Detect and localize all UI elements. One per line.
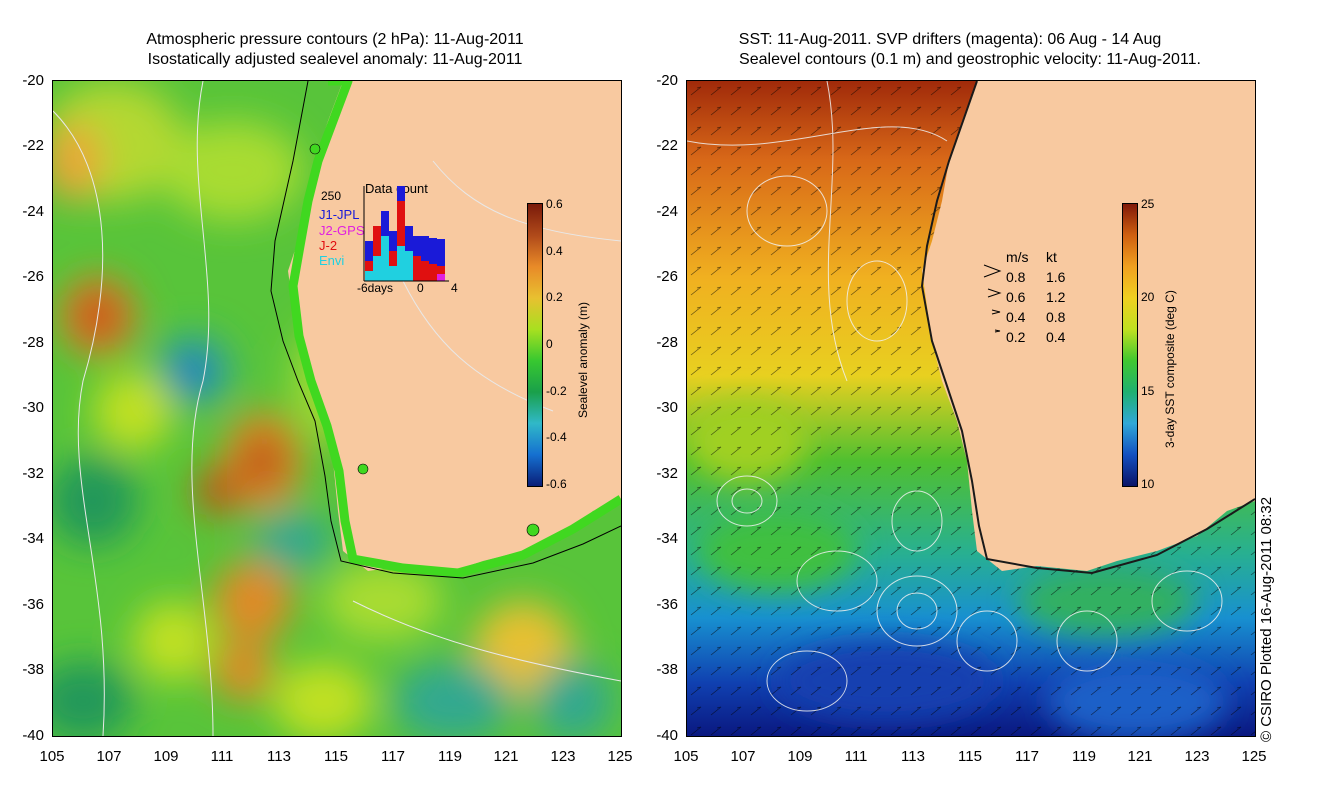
inset-xtick-neg6: -6days (357, 281, 394, 295)
sealevel-anomaly-map: Data count 250 J1-JPL J2-GPS J-2 Envi -6… (52, 80, 622, 737)
left-lat-tick--28: -28 (22, 334, 44, 351)
right-lon-tick-115: 115 (958, 748, 982, 765)
sst-map: m/s kt 0.8 1.6 0.6 1.2 0.4 0.8 0.2 0.4 (686, 80, 1256, 737)
inset-title: Data count (365, 181, 428, 196)
sealevel-cb-tick-neg0.2: -0.2 (546, 384, 567, 398)
right-lat-tick--34: -34 (656, 530, 678, 547)
inset-legend-j1: J1-JPL (319, 207, 360, 222)
inset-legend-j2: J2-GPS (319, 223, 365, 238)
inset-legend-envi: Envi (319, 253, 345, 268)
right-lon-tick-117: 117 (1015, 748, 1039, 765)
inset-xtick-0: 0 (417, 281, 424, 295)
right-lat-tick--22: -22 (656, 137, 678, 154)
sealevel-cb-tick-0.4: 0.4 (546, 244, 563, 258)
left-title-line1: Atmospheric pressure contours (2 hPa): 1… (146, 31, 524, 48)
legend-row2-ms: 0.6 (1006, 289, 1026, 305)
left-lon-tick-109: 109 (153, 748, 179, 765)
australia-landmass-sst (922, 81, 1255, 571)
right-lon-tick-109: 109 (787, 748, 813, 765)
right-lat-tick--26: -26 (656, 268, 678, 285)
left-lon-tick-107: 107 (96, 748, 122, 765)
right-lat-tick--20: -20 (656, 72, 678, 89)
legend-row4-kt: 0.4 (1046, 329, 1066, 345)
sst-cb-tick-10: 10 (1141, 477, 1155, 491)
csiro-credit: © CSIRO Plotted 16-Aug-2011 08:32 (1258, 496, 1275, 742)
left-lon-tick-115: 115 (324, 748, 348, 765)
legend-header-kt: kt (1046, 249, 1057, 265)
left-lat-tick--20: -20 (22, 72, 44, 89)
legend-row3-ms: 0.4 (1006, 309, 1026, 325)
right-lat-tick--30: -30 (656, 399, 678, 416)
left-lat-tick--38: -38 (22, 661, 44, 678)
sst-cb-tick-20: 20 (1141, 290, 1155, 304)
left-lon-tick-125: 125 (607, 748, 633, 765)
right-lat-tick--24: -24 (656, 203, 678, 220)
sealevel-map-canvas (53, 81, 621, 736)
right-lon-tick-111: 111 (844, 748, 868, 765)
left-lon-tick-105: 105 (39, 748, 65, 765)
data-count-inset: Data count 250 J1-JPL J2-GPS J-2 Envi -6… (315, 181, 465, 295)
right-title-line2: Sealevel contours (0.1 m) and geostrophi… (739, 51, 1201, 68)
right-lat-tick--40: -40 (656, 727, 678, 744)
inset-xtick-4: 4 (451, 281, 458, 295)
left-lat-tick--30: -30 (22, 399, 44, 416)
sealevel-cb-label: Sealevel anomaly (m) (576, 301, 590, 418)
left-lat-tick--34: -34 (22, 530, 44, 547)
left-lon-tick-117: 117 (381, 748, 405, 765)
left-lat-tick--40: -40 (22, 727, 44, 744)
right-lon-tick-125: 125 (1241, 748, 1267, 765)
right-lat-tick--28: -28 (656, 334, 678, 351)
velocity-legend: m/s kt 0.8 1.6 0.6 1.2 0.4 0.8 0.2 0.4 (982, 249, 1092, 349)
right-lon-tick-105: 105 (673, 748, 699, 765)
legend-row4-ms: 0.2 (1006, 329, 1026, 345)
inset-ytick: 250 (321, 189, 342, 203)
right-lon-tick-119: 119 (1072, 748, 1096, 765)
sealevel-colorbar (527, 203, 543, 487)
right-lat-tick--32: -32 (656, 465, 678, 482)
left-lat-tick--24: -24 (22, 203, 44, 220)
left-lon-tick-111: 111 (210, 748, 234, 765)
right-lon-tick-107: 107 (730, 748, 756, 765)
right-title-line1: SST: 11-Aug-2011. SVP drifters (magenta)… (738, 31, 1162, 48)
inset-legend-j-2: J-2 (319, 238, 338, 253)
left-lon-tick-119: 119 (438, 748, 462, 765)
right-lat-tick--36: -36 (656, 596, 678, 613)
left-title-line2: Isostatically adjusted sealevel anomaly:… (147, 51, 523, 68)
sealevel-cb-tick-0: 0 (546, 337, 553, 351)
left-lat-tick--36: -36 (22, 596, 44, 613)
right-lat-tick--38: -38 (656, 661, 678, 678)
left-lat-tick--22: -22 (22, 137, 44, 154)
left-lon-tick-121: 121 (493, 748, 519, 765)
legend-header-ms: m/s (1006, 249, 1029, 265)
sst-cb-label: 3-day SST composite (deg C) (1163, 290, 1177, 448)
left-lat-tick--26: -26 (22, 268, 44, 285)
sealevel-cb-tick-neg0.4: -0.4 (546, 430, 567, 444)
sealevel-cb-tick-neg0.6: -0.6 (546, 477, 567, 491)
legend-row3-kt: 0.8 (1046, 309, 1066, 325)
legend-row2-kt: 1.2 (1046, 289, 1066, 305)
left-lon-tick-123: 123 (550, 748, 576, 765)
sst-cb-tick-15: 15 (1141, 384, 1155, 398)
inset-bars (363, 186, 449, 282)
right-lon-tick-121: 121 (1127, 748, 1153, 765)
right-lon-tick-123: 123 (1184, 748, 1210, 765)
right-lon-tick-113: 113 (901, 748, 925, 765)
legend-row1-kt: 1.6 (1046, 269, 1066, 285)
sst-colorbar (1122, 203, 1138, 487)
legend-arrow-icons (983, 264, 1002, 333)
legend-row1-ms: 0.8 (1006, 269, 1026, 285)
sealevel-cb-tick-0.6: 0.6 (546, 197, 563, 211)
sst-cb-tick-25: 25 (1141, 197, 1155, 211)
sst-map-canvas (687, 81, 1255, 736)
left-lat-tick--32: -32 (22, 465, 44, 482)
sealevel-cb-tick-0.2: 0.2 (546, 290, 563, 304)
left-lon-tick-113: 113 (267, 748, 291, 765)
